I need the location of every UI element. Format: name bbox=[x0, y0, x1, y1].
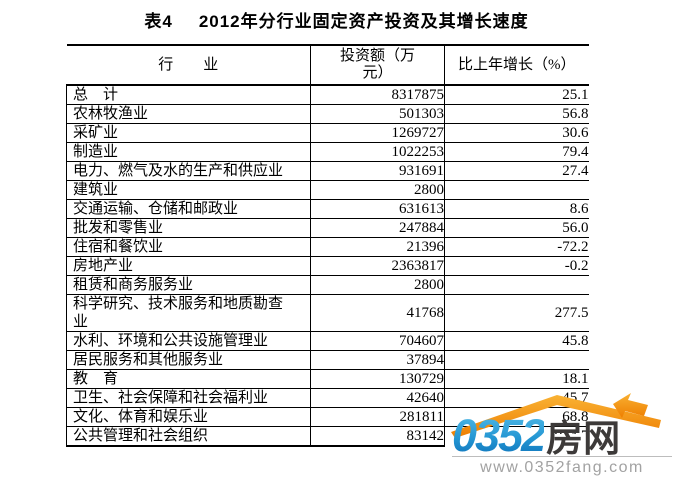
table-row: 制造业 1022253 79.4 bbox=[66, 142, 589, 162]
cell-growth: 25.1 bbox=[444, 85, 589, 105]
table-row: 教 育 130729 18.1 bbox=[66, 369, 589, 389]
cell-industry: 农林牧渔业 bbox=[66, 104, 311, 124]
table-row: 租赁和商务服务业 2800 bbox=[66, 275, 589, 295]
col-header-growth: 比上年增长（%） bbox=[444, 44, 589, 86]
cell-industry: 批发和零售业 bbox=[66, 218, 311, 238]
table-row: 居民服务和其他服务业 37894 bbox=[66, 350, 589, 370]
table-row: 水利、环境和公共设施管理业 704607 45.8 bbox=[66, 331, 589, 351]
table-row: 批发和零售业 247884 56.0 bbox=[66, 218, 589, 238]
watermark-logo-suffix: 房网 bbox=[546, 418, 621, 459]
cell-industry: 建筑业 bbox=[66, 180, 311, 200]
table-row: 住宿和餐饮业 21396 -72.2 bbox=[66, 237, 589, 257]
cell-growth: 45.8 bbox=[444, 331, 589, 351]
cell-investment: 2800 bbox=[310, 275, 445, 295]
cell-investment: 21396 bbox=[310, 237, 445, 257]
cell-growth: 56.8 bbox=[444, 104, 589, 124]
cell-investment: 704607 bbox=[310, 331, 445, 351]
cell-industry: 交通运输、仓储和邮政业 bbox=[66, 199, 311, 219]
cell-industry: 电力、燃气及水的生产和供应业 bbox=[66, 161, 311, 181]
cell-industry: 卫生、社会保障和社会福利业 bbox=[66, 388, 311, 408]
cell-industry: 水利、环境和公共设施管理业 bbox=[66, 331, 311, 351]
cell-investment: 2800 bbox=[310, 180, 445, 200]
cell-investment: 2363817 bbox=[310, 256, 445, 276]
cell-investment: 8317875 bbox=[310, 85, 445, 105]
table-row: 科学研究、技术服务和地质勘查 业 41768 277.5 bbox=[66, 294, 589, 332]
cell-investment: 42640 bbox=[310, 388, 445, 408]
cell-industry: 居民服务和其他服务业 bbox=[66, 350, 311, 370]
table-row: 房地产业 2363817 -0.2 bbox=[66, 256, 589, 276]
cell-investment: 37894 bbox=[310, 350, 445, 370]
table-title-text: 2012年分行业固定资产投资及其增长速度 bbox=[198, 12, 529, 31]
col-header-industry: 行 业 bbox=[66, 44, 311, 86]
page-title: 表4 2012年分行业固定资产投资及其增长速度 bbox=[0, 7, 673, 32]
cell-industry: 科学研究、技术服务和地质勘查 业 bbox=[66, 294, 311, 332]
table-row: 交通运输、仓储和邮政业 631613 8.6 bbox=[66, 199, 589, 219]
cell-growth: 56.0 bbox=[444, 218, 589, 238]
watermark-logo: 0352房网 bbox=[452, 413, 673, 459]
cell-industry: 住宿和餐饮业 bbox=[66, 237, 311, 257]
cell-growth bbox=[444, 180, 589, 200]
cell-industry: 文化、体育和娱乐业 bbox=[66, 407, 311, 427]
cell-investment: 83142 bbox=[310, 426, 445, 447]
cell-investment: 1022253 bbox=[310, 142, 445, 162]
cell-growth: 30.6 bbox=[444, 123, 589, 143]
cell-investment: 281811 bbox=[310, 407, 445, 427]
cell-growth: -0.2 bbox=[444, 256, 589, 276]
cell-growth bbox=[444, 275, 589, 295]
cell-industry: 采矿业 bbox=[66, 123, 311, 143]
cell-growth bbox=[444, 350, 589, 370]
cell-industry: 教 育 bbox=[66, 369, 311, 389]
cell-industry: 公共管理和社会组织 bbox=[66, 426, 311, 447]
cell-investment: 130729 bbox=[310, 369, 445, 389]
cell-investment: 631613 bbox=[310, 199, 445, 219]
cell-investment: 1269727 bbox=[310, 123, 445, 143]
watermark-url: www.0352fang.com bbox=[452, 456, 672, 477]
table-row: 建筑业 2800 bbox=[66, 180, 589, 200]
cell-growth: 79.4 bbox=[444, 142, 589, 162]
cell-industry: 制造业 bbox=[66, 142, 311, 162]
investment-table: 行 业 投资额（万 元） 比上年增长（%） 总 计 8317875 25.1 农… bbox=[66, 44, 589, 447]
table-row: 采矿业 1269727 30.6 bbox=[66, 123, 589, 143]
table-body: 总 计 8317875 25.1 农林牧渔业 501303 56.8 采矿业 1… bbox=[66, 85, 589, 447]
cell-industry: 总 计 bbox=[66, 85, 311, 105]
cell-investment: 501303 bbox=[310, 104, 445, 124]
table-row: 农林牧渔业 501303 56.8 bbox=[66, 104, 589, 124]
col-header-investment: 投资额（万 元） bbox=[310, 44, 445, 86]
header-row: 行 业 投资额（万 元） 比上年增长（%） bbox=[66, 44, 589, 86]
watermark-roof-icon bbox=[451, 393, 661, 438]
cell-growth: 8.6 bbox=[444, 199, 589, 219]
table-row: 电力、燃气及水的生产和供应业 931691 27.4 bbox=[66, 161, 589, 181]
cell-growth: -72.2 bbox=[444, 237, 589, 257]
table-number-label: 表4 bbox=[144, 12, 173, 31]
cell-growth: 27.4 bbox=[444, 161, 589, 181]
cell-investment: 41768 bbox=[310, 294, 445, 332]
cell-industry: 房地产业 bbox=[66, 256, 311, 276]
watermark-logo-number: 0352 bbox=[452, 410, 546, 461]
cell-growth: 18.1 bbox=[444, 369, 589, 389]
cell-industry: 租赁和商务服务业 bbox=[66, 275, 311, 295]
cell-growth: 277.5 bbox=[444, 294, 589, 332]
table-row: 总 计 8317875 25.1 bbox=[66, 85, 589, 105]
cell-investment: 931691 bbox=[310, 161, 445, 181]
cell-investment: 247884 bbox=[310, 218, 445, 238]
